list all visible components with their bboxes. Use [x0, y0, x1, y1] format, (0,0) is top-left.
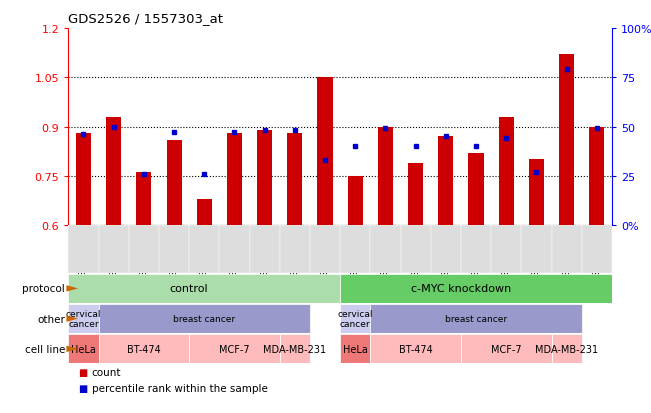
Bar	[68, 304, 98, 333]
Text: control: control	[170, 284, 208, 294]
Bar	[340, 335, 370, 363]
Bar	[551, 225, 582, 273]
Bar	[280, 225, 310, 273]
Bar	[408, 163, 423, 225]
Bar	[167, 140, 182, 225]
Bar	[340, 274, 612, 303]
Text: MDA-MB-231: MDA-MB-231	[263, 344, 326, 354]
Text: breast cancer: breast cancer	[173, 314, 235, 323]
Bar	[98, 304, 310, 333]
Bar	[68, 274, 340, 303]
Bar	[370, 225, 400, 273]
Text: MCF-7: MCF-7	[219, 344, 250, 354]
Bar	[370, 335, 461, 363]
Polygon shape	[66, 346, 78, 352]
Text: ■: ■	[78, 368, 87, 377]
Bar	[589, 127, 604, 225]
Bar	[280, 335, 310, 363]
Bar	[159, 225, 189, 273]
Bar	[438, 137, 453, 225]
Text: cervical
cancer: cervical cancer	[337, 309, 373, 328]
Bar	[287, 134, 303, 225]
Bar	[461, 225, 491, 273]
Bar	[378, 127, 393, 225]
Bar	[257, 131, 272, 225]
Text: breast cancer: breast cancer	[445, 314, 507, 323]
Bar	[106, 117, 121, 225]
Bar	[582, 225, 612, 273]
Text: BT-474: BT-474	[399, 344, 432, 354]
Bar	[219, 225, 249, 273]
Bar	[68, 335, 98, 363]
Text: count: count	[92, 368, 121, 377]
Text: MCF-7: MCF-7	[491, 344, 521, 354]
Bar	[197, 199, 212, 225]
Bar	[189, 225, 219, 273]
Bar	[189, 335, 280, 363]
Text: percentile rank within the sample: percentile rank within the sample	[92, 383, 268, 393]
Bar	[98, 225, 129, 273]
Text: HeLa: HeLa	[71, 344, 96, 354]
Bar	[370, 304, 582, 333]
Text: MDA-MB-231: MDA-MB-231	[535, 344, 598, 354]
Bar	[318, 78, 333, 225]
Bar	[400, 225, 431, 273]
Bar	[340, 304, 370, 333]
Text: cell line: cell line	[25, 344, 65, 354]
Text: ■: ■	[78, 383, 87, 393]
Bar	[529, 160, 544, 225]
Bar	[249, 225, 280, 273]
Bar	[340, 225, 370, 273]
Text: protocol: protocol	[22, 284, 65, 294]
Bar	[68, 225, 98, 273]
Bar	[521, 225, 551, 273]
Bar	[461, 335, 551, 363]
Bar	[310, 225, 340, 273]
Bar	[129, 225, 159, 273]
Bar	[559, 55, 574, 225]
Bar	[469, 153, 484, 225]
Bar	[98, 335, 189, 363]
Bar	[431, 225, 461, 273]
Bar	[136, 173, 152, 225]
Bar	[499, 117, 514, 225]
Bar	[76, 134, 91, 225]
Text: GDS2526 / 1557303_at: GDS2526 / 1557303_at	[68, 12, 223, 25]
Bar	[491, 225, 521, 273]
Bar	[551, 335, 582, 363]
Polygon shape	[66, 285, 78, 292]
Text: HeLa: HeLa	[343, 344, 368, 354]
Text: BT-474: BT-474	[127, 344, 161, 354]
Bar	[348, 176, 363, 225]
Bar	[227, 134, 242, 225]
Text: other: other	[37, 314, 65, 324]
Text: c-MYC knockdown: c-MYC knockdown	[411, 284, 511, 294]
Polygon shape	[66, 316, 78, 322]
Text: cervical
cancer: cervical cancer	[66, 309, 101, 328]
